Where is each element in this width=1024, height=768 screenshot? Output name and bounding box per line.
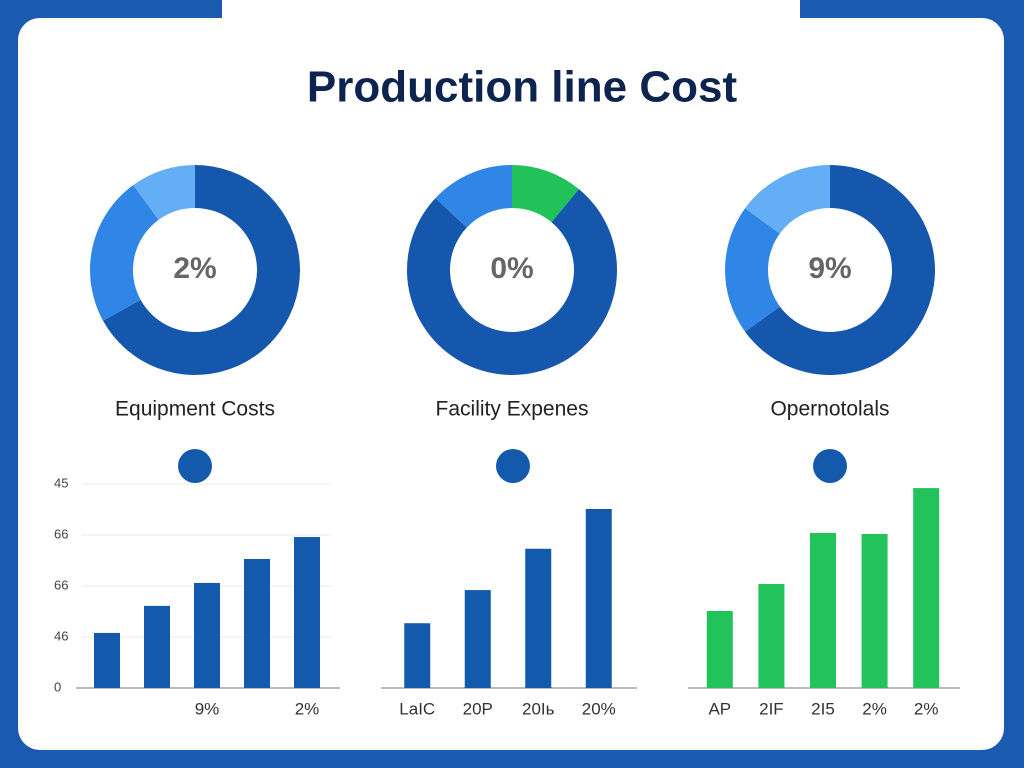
- donut-center-label: 9%: [808, 252, 851, 285]
- chart-label: Opernotolals: [770, 398, 889, 421]
- donut-segment: [133, 165, 195, 220]
- donut-segment: [512, 165, 579, 223]
- bar: [94, 632, 120, 688]
- donut-segment: [90, 185, 159, 321]
- x-tick-label: 20%: [582, 699, 616, 718]
- x-tick-label: 2%: [295, 699, 320, 718]
- bar: [464, 590, 491, 688]
- x-tick-label: 2%: [862, 699, 887, 718]
- donut-segment: [435, 165, 512, 228]
- x-tick-label: 20P: [463, 699, 493, 718]
- x-tick-label: 20Iь: [522, 699, 555, 718]
- bar: [244, 558, 270, 688]
- y-tick-label: 45: [54, 475, 68, 490]
- indicator-dot: [178, 449, 212, 483]
- indicator-dot: [813, 449, 847, 483]
- card-tab: [222, 0, 800, 40]
- x-tick-label: 2%: [914, 699, 939, 718]
- x-tick-label: 2IF: [759, 699, 784, 718]
- bar: [404, 623, 431, 688]
- bar: [706, 610, 733, 688]
- bar: [758, 583, 785, 688]
- donut-segment: [745, 165, 830, 234]
- donut-segment: [745, 165, 936, 375]
- bar: [585, 508, 612, 688]
- x-tick-label: 9%: [195, 699, 220, 718]
- y-tick-label: 0: [54, 679, 61, 694]
- indicator-dot: [496, 449, 530, 483]
- donut-segment: [102, 165, 301, 376]
- y-tick-label: 46: [54, 628, 68, 643]
- donut-center-label: 2%: [173, 252, 216, 285]
- donut-center-label: 0%: [490, 252, 533, 285]
- x-tick-label: LaIC: [399, 699, 435, 718]
- bar: [861, 533, 888, 688]
- donut-segment: [725, 208, 780, 332]
- bar: [525, 548, 552, 688]
- donut-segment: [407, 189, 617, 376]
- page-title: Production line Cost: [307, 63, 738, 112]
- bar: [294, 537, 320, 688]
- bar: [810, 532, 836, 688]
- bar: [144, 605, 170, 688]
- x-tick-label: AP: [708, 699, 731, 718]
- bar: [194, 582, 220, 688]
- bar: [913, 488, 940, 688]
- y-tick-label: 66: [54, 577, 68, 592]
- chart-label: Equipment Costs: [115, 398, 275, 421]
- x-tick-label: 2I5: [811, 699, 835, 718]
- y-tick-label: 66: [54, 526, 68, 541]
- chart-label: Facility Expenes: [436, 398, 589, 421]
